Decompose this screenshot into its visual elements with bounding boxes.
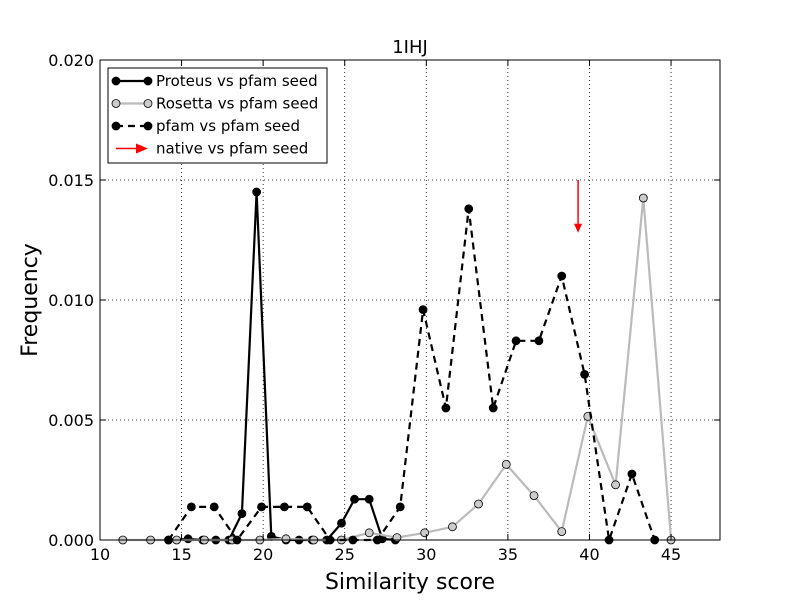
- data-point: [364, 494, 374, 504]
- data-point: [281, 534, 291, 544]
- data-point: [257, 502, 266, 512]
- data-point: [474, 499, 483, 509]
- data-point: [252, 187, 262, 197]
- data-point: [209, 502, 219, 512]
- x-tick-label: 30: [416, 545, 436, 564]
- x-axis-label: Similarity score: [325, 570, 495, 595]
- grid-lines: [100, 60, 720, 540]
- legend-label: Proteus vs pfam seed: [156, 72, 318, 90]
- data-point: [627, 469, 637, 479]
- y-tick-label: 0.005: [48, 411, 94, 430]
- data-point: [395, 502, 405, 512]
- x-tick-label: 15: [171, 545, 191, 564]
- data-point: [350, 494, 359, 504]
- data-point: [488, 403, 498, 413]
- data-point: [337, 518, 346, 528]
- data-point: [237, 509, 247, 518]
- legend-arrow-head: [136, 143, 148, 154]
- data-point: [448, 522, 457, 532]
- data-point: [557, 271, 567, 281]
- y-axis-label: Frequency: [18, 243, 43, 357]
- y-tick-label: 0.000: [48, 531, 94, 550]
- data-point: [186, 502, 196, 512]
- data-point: [557, 527, 567, 536]
- legend-label: pfam vs pfam seed: [156, 117, 300, 135]
- legend-marker: [111, 121, 121, 131]
- data-point: [529, 491, 539, 501]
- data-point: [501, 459, 511, 469]
- legend-marker: [143, 76, 153, 86]
- legend-marker: [111, 76, 121, 86]
- data-point: [638, 193, 648, 203]
- x-tick-label: 40: [579, 545, 599, 564]
- data-point: [364, 528, 374, 538]
- data-point: [418, 305, 428, 315]
- data-point: [441, 403, 451, 413]
- native-arrow-head: [574, 223, 583, 233]
- data-point: [464, 204, 474, 214]
- legend-marker: [143, 99, 153, 108]
- legend-marker: [111, 99, 121, 108]
- data-point: [580, 369, 589, 379]
- data-point: [420, 528, 430, 538]
- legend-label: native vs pfam seed: [156, 140, 308, 158]
- data-point: [279, 502, 289, 512]
- x-tick-label: 35: [498, 545, 518, 564]
- data-point: [611, 480, 620, 490]
- data-point: [511, 336, 521, 346]
- x-tick-label: 25: [335, 545, 355, 564]
- chart-title: 1IHJ: [392, 37, 428, 58]
- x-tick-label: 45: [661, 545, 681, 564]
- series-line: [167, 208, 656, 542]
- y-tick-label: 0.015: [48, 171, 94, 190]
- axis-ticks: 10 15 20 25 30 35 40 45 0.000 0.005 0.010 0.015 0.02…: [48, 51, 720, 564]
- y-tick-label: 0.010: [48, 291, 94, 310]
- data-point: [183, 534, 193, 544]
- y-tick-label: 0.020: [48, 51, 94, 70]
- native-marker-layer: [574, 180, 583, 233]
- x-tick-label: 10: [90, 545, 110, 564]
- legend-label: Rosetta vs pfam seed: [156, 95, 318, 113]
- legend-marker: [143, 121, 153, 131]
- x-tick-label: 20: [253, 545, 273, 564]
- data-point: [302, 502, 312, 512]
- data-point: [534, 336, 544, 346]
- legend: Proteus vs pfam seed Rosetta vs pfam seed…: [107, 67, 328, 164]
